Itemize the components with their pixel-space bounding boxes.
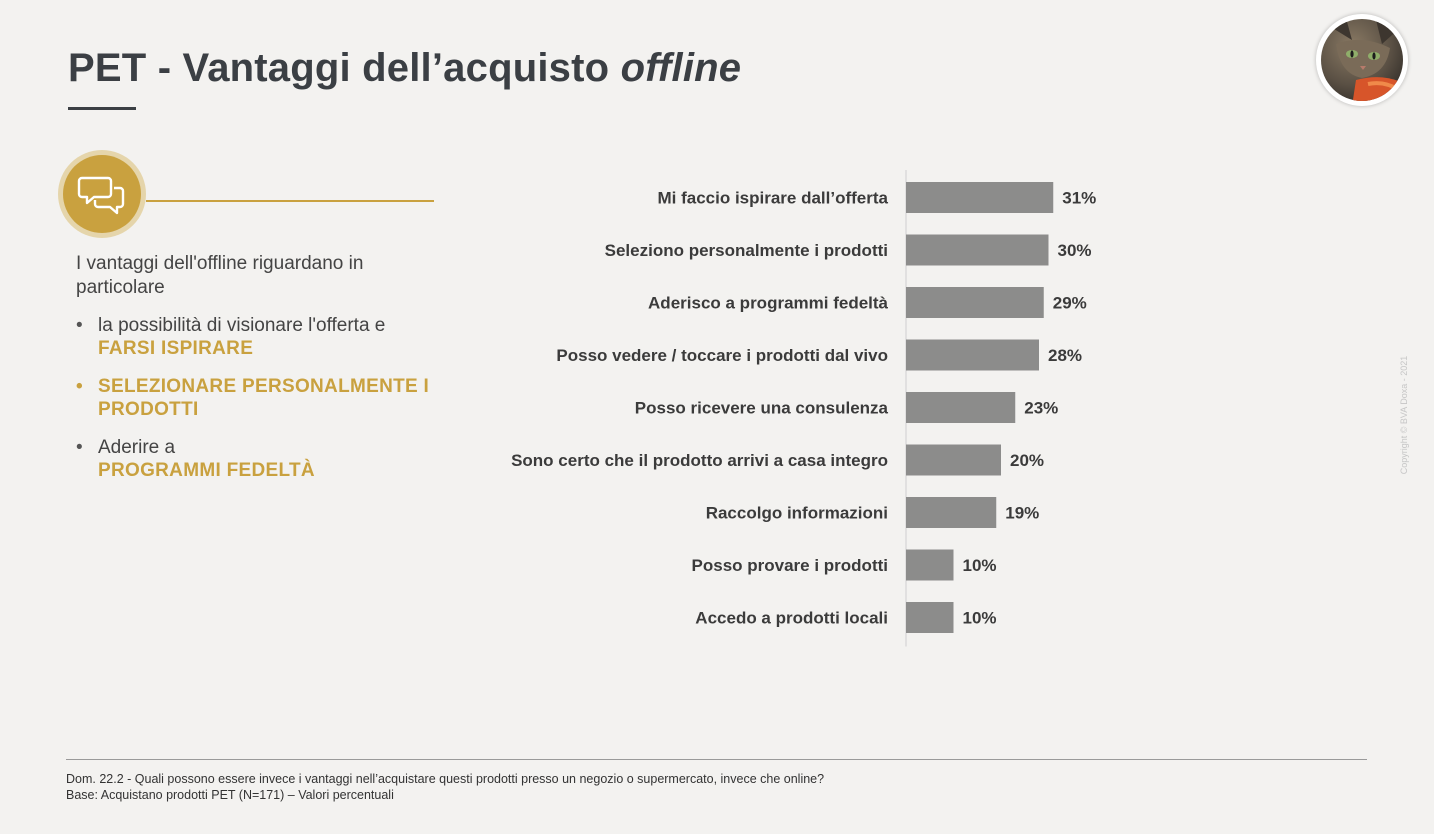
data-label: 20% — [1010, 451, 1044, 470]
bar — [906, 602, 954, 633]
category-label: Accedo a prodotti locali — [695, 609, 888, 628]
bar — [906, 234, 1049, 266]
bullet-text: Aderire a — [98, 437, 176, 458]
chat-bubbles-badge — [56, 148, 148, 240]
bar — [906, 444, 1001, 476]
bar-chart-svg: Mi faccio ispirare dall’offerta 31% Selezi… — [511, 170, 1096, 647]
accent-divider — [146, 200, 434, 202]
data-label: 28% — [1048, 346, 1082, 365]
key-points-list: la possibilità di visionare l'offerta e … — [76, 314, 436, 497]
bullet-text: la possibilità di visionare l'offerta e — [98, 315, 386, 336]
data-label: 31% — [1062, 189, 1096, 208]
bullet-programmi-fedelta: Aderire a PROGRAMMI FEDELTÀ — [76, 436, 436, 482]
bar — [906, 182, 1054, 213]
bullet-highlight: FARSI ISPIRARE — [98, 338, 254, 359]
bar — [906, 392, 1016, 423]
bullet-highlight: PROGRAMMI FEDELTÀ — [98, 460, 315, 481]
footnote-question: Dom. 22.2 - Quali possono essere invece … — [66, 772, 825, 786]
bar-chart: Mi faccio ispirare dall’offerta 31% Selezi… — [440, 168, 1160, 648]
category-label: Posso ricevere una consulenza — [635, 399, 889, 418]
bar — [906, 287, 1044, 318]
category-label: Seleziono personalmente i prodotti — [605, 241, 888, 260]
bar — [906, 549, 954, 581]
data-label: 30% — [1058, 241, 1092, 260]
bullet-highlight: SELEZIONARE PERSONALMENTE I PRODOTTI — [98, 376, 430, 420]
title-underline — [68, 107, 136, 110]
category-label: Raccolgo informazioni — [706, 504, 888, 523]
intro-text: I vantaggi dell'offline riguardano in pa… — [76, 253, 364, 298]
footnote-base: Base: Acquistano prodotti PET (N=171) – … — [66, 788, 394, 802]
footer-divider — [66, 759, 1367, 760]
bar — [906, 497, 997, 528]
bar — [906, 339, 1039, 371]
chat-bubbles-icon — [58, 150, 146, 238]
bullet-farsi-ispirare: la possibilità di visionare l'offerta e … — [76, 314, 436, 360]
category-label: Posso provare i prodotti — [692, 556, 888, 575]
category-label: Posso vedere / toccare i prodotti dal vi… — [556, 346, 888, 365]
page-title-italic: offline — [620, 46, 742, 90]
page-title: PET - Vantaggi dell’acquisto offline — [68, 46, 741, 91]
category-label: Mi faccio ispirare dall’offerta — [657, 189, 888, 208]
page-title-main: PET - Vantaggi dell’acquisto — [68, 46, 610, 90]
bullet-selezionare: SELEZIONARE PERSONALMENTE I PRODOTTI — [76, 375, 436, 421]
category-label: Aderisco a programmi fedeltà — [648, 294, 889, 313]
data-label: 29% — [1053, 294, 1087, 313]
data-label: 10% — [963, 556, 997, 575]
data-label: 10% — [963, 609, 997, 628]
cat-photo-icon — [1321, 19, 1403, 101]
copyright-notice: Copyright © BVA Doxa - 2021 — [1399, 355, 1409, 475]
data-label: 19% — [1005, 504, 1039, 523]
cat-photo-avatar — [1316, 14, 1408, 106]
category-label: Sono certo che il prodotto arrivi a casa… — [511, 451, 888, 470]
footnote: Dom. 22.2 - Quali possono essere invece … — [66, 771, 1366, 803]
data-label: 23% — [1024, 399, 1058, 418]
